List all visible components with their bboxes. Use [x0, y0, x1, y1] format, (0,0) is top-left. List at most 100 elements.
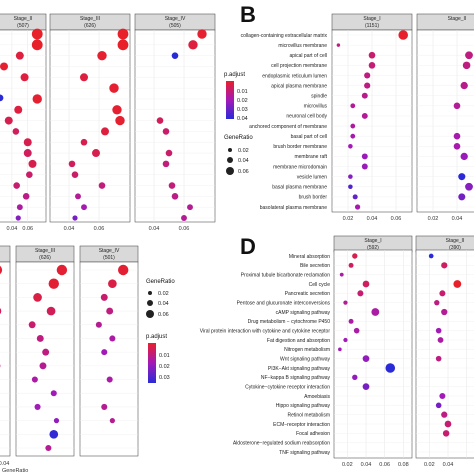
- legend-c-ratio-title: GeneRatio: [146, 279, 175, 285]
- data-point: [106, 307, 114, 315]
- legend-c-padj-title: p.adjust: [146, 334, 167, 340]
- legend-a-padj-tick: 0.02: [237, 98, 248, 104]
- legend-c-padj-tick: 0.03: [159, 375, 170, 381]
- data-point: [453, 132, 461, 140]
- data-point: [49, 429, 59, 439]
- y-category-label: spindle: [311, 94, 327, 100]
- data-point: [368, 62, 376, 69]
- y-category-label: brush border: [299, 195, 328, 201]
- data-point: [115, 115, 125, 126]
- data-point: [362, 355, 370, 363]
- facet-strip-title: Stage_I: [363, 16, 380, 22]
- data-point: [441, 262, 448, 269]
- data-point: [458, 173, 466, 181]
- facet-panel: [333, 249, 413, 459]
- panel-a: Stage_II(507) 0.04 0.06 Stage_III(626) 0.04 0…: [0, 13, 216, 232]
- legend-c-padj-tick: 0.02: [159, 364, 170, 370]
- legend-a: p.adjust 0.01 0.02 0.03 0.04 GeneRatio 0…: [224, 72, 253, 175]
- y-category-label: microvillus membrane: [278, 43, 327, 49]
- data-point: [441, 308, 448, 316]
- data-point: [4, 116, 13, 125]
- data-point: [15, 215, 21, 221]
- x-tick-label: 0.04: [452, 216, 463, 222]
- facet-strip-title: Stage_II: [446, 238, 465, 244]
- data-point: [23, 149, 32, 158]
- y-category-label: TNF signaling pathway: [279, 450, 330, 456]
- data-point: [92, 149, 100, 158]
- facet-strip-count: (1151): [365, 23, 379, 29]
- x-tick-label: 0.04: [443, 462, 454, 468]
- data-point: [53, 418, 60, 424]
- data-point: [97, 50, 107, 61]
- y-category-label: NF−kappa B signaling pathway: [261, 375, 331, 381]
- facet-strip-count: (501): [103, 255, 115, 261]
- y-category-label: cell projection membrane: [271, 63, 327, 69]
- data-point: [68, 160, 76, 168]
- data-point: [109, 335, 116, 342]
- facet-strip-count: (507): [17, 23, 29, 29]
- x-axis-label: GeneRatio: [2, 468, 28, 474]
- data-point: [39, 362, 47, 370]
- legend-a-padj-title: p.adjust: [224, 72, 245, 78]
- data-point: [117, 39, 129, 51]
- data-point: [26, 171, 33, 179]
- data-point: [187, 204, 193, 211]
- legend-a-padj-tick: 0.03: [237, 107, 248, 113]
- data-point: [188, 40, 198, 50]
- x-tick-label: 0.04: [361, 462, 372, 468]
- facet-panel: [416, 29, 474, 213]
- data-point: [181, 215, 187, 221]
- data-point: [0, 265, 3, 275]
- data-point: [165, 149, 173, 157]
- data-point: [428, 253, 434, 259]
- y-category-label: Nitrogen metabolism: [284, 347, 330, 353]
- y-category-label: Aldosterone−regulated sodium reabsorptio…: [233, 440, 330, 446]
- y-category-label: apical part of cell: [289, 53, 327, 59]
- data-point: [398, 30, 409, 40]
- data-point: [31, 28, 43, 40]
- data-point: [343, 337, 348, 343]
- legend-c-ratio-tick: 0.06: [158, 312, 169, 318]
- data-point: [171, 193, 179, 200]
- legend-c-ratio-tick: 0.04: [158, 301, 169, 307]
- y-category-label: anchored component of membrane: [249, 124, 327, 130]
- data-point: [101, 349, 108, 356]
- facet-strip-count: (390): [449, 245, 461, 251]
- data-point: [460, 81, 468, 90]
- x-tick-label: 0.06: [379, 462, 390, 468]
- data-point: [95, 321, 102, 328]
- y-category-label: PI3K−Akt signaling pathway: [268, 366, 331, 372]
- data-point: [350, 123, 356, 129]
- panel-letter-d: D: [240, 234, 256, 259]
- x-tick-label: 0.06: [94, 226, 105, 232]
- x-tick-label: 0.06: [391, 216, 402, 222]
- data-point: [72, 215, 78, 221]
- x-tick-label: 0.06: [22, 226, 33, 232]
- data-point: [348, 174, 353, 179]
- data-point: [34, 403, 41, 410]
- data-point: [98, 182, 106, 189]
- data-point: [101, 403, 108, 410]
- legend-a-ratio-tick: 0.04: [238, 158, 249, 164]
- data-point: [361, 163, 368, 170]
- data-point: [14, 105, 23, 114]
- data-point: [352, 253, 358, 259]
- y-category-label: basolateral plasma membrane: [260, 205, 327, 211]
- data-point: [117, 264, 129, 276]
- data-point: [353, 327, 360, 334]
- data-point: [350, 103, 356, 109]
- data-point: [462, 61, 471, 70]
- data-point: [343, 300, 348, 305]
- data-point: [156, 117, 164, 124]
- y-category-label: membrane microdomain: [273, 164, 327, 170]
- facet-panel: [415, 249, 474, 459]
- data-point: [444, 420, 452, 428]
- data-point: [13, 182, 20, 189]
- y-category-label: Wnt signaling pathway: [280, 356, 331, 362]
- data-point: [361, 112, 368, 119]
- facet-strip-title: Stage_IV: [165, 16, 186, 22]
- x-tick-label: 0.08: [398, 462, 409, 468]
- data-point: [0, 94, 4, 102]
- data-point: [117, 28, 129, 40]
